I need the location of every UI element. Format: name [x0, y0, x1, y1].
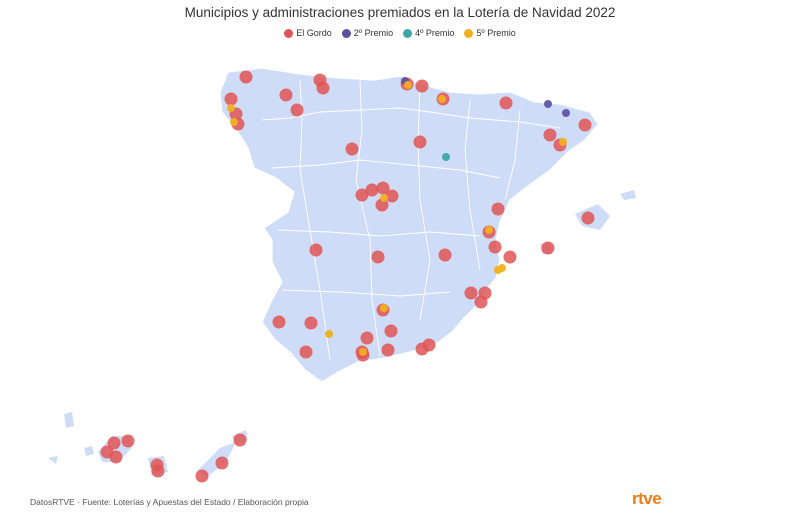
- legend-label: El Gordo: [296, 28, 332, 38]
- el-gordo-marker[interactable]: [279, 88, 293, 102]
- legend-swatch-segundo-premio: [341, 28, 351, 38]
- el-gordo-marker[interactable]: [384, 324, 398, 338]
- quinto-premio-marker[interactable]: [230, 118, 238, 126]
- legend-item-el-gordo[interactable]: El Gordo: [284, 28, 332, 38]
- border-line: [504, 109, 521, 201]
- quinto-premio-marker[interactable]: [380, 194, 388, 202]
- el-gordo-marker[interactable]: [107, 436, 121, 450]
- el-gordo-marker[interactable]: [316, 81, 330, 95]
- el-gordo-marker[interactable]: [365, 183, 379, 197]
- el-gordo-marker[interactable]: [195, 469, 209, 483]
- el-gordo-marker[interactable]: [224, 92, 238, 106]
- el-gordo-marker[interactable]: [385, 189, 399, 203]
- el-gordo-marker[interactable]: [376, 181, 390, 195]
- legend-label: 4º Premio: [415, 28, 455, 38]
- border-line: [277, 229, 481, 237]
- quinto-premio-marker[interactable]: [359, 348, 367, 356]
- quinto-premio-marker[interactable]: [438, 95, 446, 103]
- el-gordo-marker[interactable]: [309, 243, 323, 257]
- el-gordo-marker[interactable]: [415, 79, 429, 93]
- el-gordo-marker[interactable]: [438, 248, 452, 262]
- el-gordo-marker[interactable]: [371, 250, 385, 264]
- prize-markers: [100, 70, 595, 483]
- legend-label: 5º Premio: [476, 28, 516, 38]
- el-gordo-marker[interactable]: [355, 188, 369, 202]
- el-gordo-marker[interactable]: [381, 343, 395, 357]
- el-hierro-island: [48, 456, 58, 464]
- legend: El Gordo 2º Premio 4º Premio 5º Premio: [0, 28, 800, 38]
- menorca-island: [620, 190, 636, 200]
- legend-item-segundo-premio[interactable]: 2º Premio: [341, 28, 394, 38]
- el-gordo-marker[interactable]: [215, 456, 229, 470]
- el-gordo-marker[interactable]: [581, 211, 595, 225]
- el-gordo-marker[interactable]: [578, 118, 592, 132]
- rtve-logo: rtve: [632, 489, 662, 508]
- la-palma-island: [64, 412, 74, 428]
- el-gordo-marker[interactable]: [299, 345, 313, 359]
- el-gordo-marker[interactable]: [233, 433, 247, 447]
- segundo-premio-marker[interactable]: [544, 100, 552, 108]
- el-gordo-marker[interactable]: [503, 250, 517, 264]
- border-line: [417, 87, 431, 321]
- el-gordo-marker[interactable]: [464, 286, 478, 300]
- source-footnote: DatosRTVE · Fuente: Loterías y Apuestas …: [30, 497, 309, 507]
- legend-label: 2º Premio: [353, 28, 394, 38]
- legend-item-quinto-premio[interactable]: 5º Premio: [464, 28, 516, 38]
- border-line: [464, 99, 481, 271]
- quinto-premio-marker[interactable]: [559, 138, 567, 146]
- quinto-premio-marker[interactable]: [325, 330, 333, 338]
- el-gordo-marker[interactable]: [272, 315, 286, 329]
- el-gordo-marker[interactable]: [290, 103, 304, 117]
- border-line: [261, 107, 561, 129]
- border-line: [355, 79, 381, 357]
- quinto-premio-marker[interactable]: [380, 304, 388, 312]
- el-gordo-marker[interactable]: [422, 338, 436, 352]
- legend-swatch-el-gordo: [284, 28, 294, 38]
- province-borders: [261, 79, 561, 361]
- el-gordo-marker[interactable]: [151, 464, 165, 478]
- el-gordo-marker[interactable]: [345, 142, 359, 156]
- cuarto-premio-marker[interactable]: [442, 153, 450, 161]
- map-title: Municipios y administraciones premiados …: [184, 5, 616, 20]
- legend-swatch-quinto-premio: [464, 28, 474, 38]
- el-gordo-marker[interactable]: [304, 316, 318, 330]
- border-line: [281, 289, 451, 297]
- el-gordo-marker[interactable]: [543, 128, 557, 142]
- legend-item-cuarto-premio[interactable]: 4º Premio: [403, 28, 454, 38]
- el-gordo-marker[interactable]: [121, 434, 135, 448]
- el-gordo-marker[interactable]: [488, 240, 502, 254]
- el-gordo-marker[interactable]: [109, 450, 123, 464]
- quinto-premio-marker[interactable]: [498, 264, 506, 272]
- quinto-premio-marker[interactable]: [227, 104, 235, 112]
- el-gordo-marker[interactable]: [491, 202, 505, 216]
- quinto-premio-marker[interactable]: [485, 226, 493, 234]
- el-gordo-marker[interactable]: [474, 295, 488, 309]
- el-gordo-marker[interactable]: [499, 96, 513, 110]
- peninsula-landmass: [219, 67, 599, 383]
- el-gordo-marker[interactable]: [360, 331, 374, 345]
- el-gordo-marker[interactable]: [541, 241, 555, 255]
- quinto-premio-marker[interactable]: [404, 81, 412, 89]
- el-gordo-marker[interactable]: [413, 135, 427, 149]
- la-gomera-island: [84, 446, 94, 456]
- segundo-premio-marker[interactable]: [562, 109, 570, 117]
- legend-swatch-cuarto-premio: [403, 28, 413, 38]
- el-gordo-marker[interactable]: [239, 70, 253, 84]
